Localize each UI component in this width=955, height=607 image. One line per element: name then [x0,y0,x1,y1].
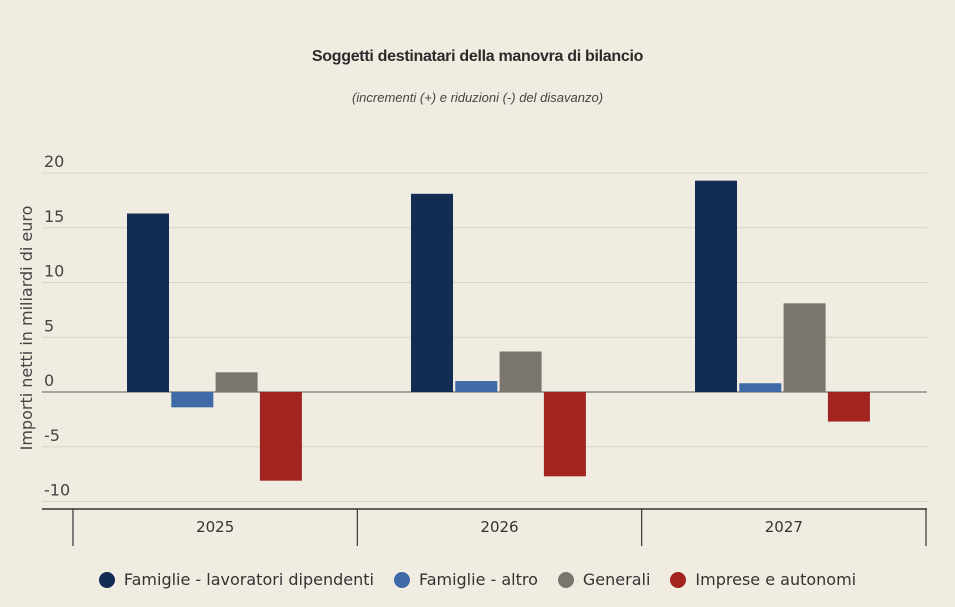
legend-label: Generali [582,570,651,589]
bar [739,383,782,392]
bar [455,381,498,392]
legend-marker [557,571,574,588]
bar [411,193,453,392]
x-axis: 2025 2026 2027 [42,508,927,546]
bar [499,351,542,392]
y-tick-label: 10 [44,262,64,281]
legend: Famiglie - lavoratori dipendenti Famiglie… [0,570,955,589]
x-tick-label: 2027 [765,518,803,536]
y-tick-label: 20 [44,152,64,171]
y-tick-label: -5 [44,426,60,445]
bar [259,392,302,481]
chart-subtitle: (incrementi (+) e riduzioni (-) del disa… [351,90,604,105]
chart-title: Soggetti destinatari della manovra di bi… [311,48,644,65]
legend-item: Famiglie - lavoratori dipendenti [98,570,374,589]
bar-chart: 2025 2026 2027 20 15 10 5 0 -5 -10 Importi netti… [17,152,927,546]
x-tick-label: 2026 [480,518,518,536]
x-tick-label: 2025 [196,518,234,536]
y-axis: 20 15 10 5 0 -5 -10 [44,152,70,500]
legend-label: Imprese e autonomi [695,570,857,589]
bar [783,303,826,392]
y-tick-label: 15 [44,207,64,226]
legend-label: Famiglie - altro [418,570,538,589]
legend-item: Generali [557,570,651,589]
bars [127,180,870,481]
grid-lines [42,172,927,502]
bar [695,180,737,392]
bar [827,392,870,422]
y-tick-label: 0 [44,371,54,390]
legend-marker [670,571,687,588]
bar [127,213,169,392]
bar [543,392,586,477]
y-tick-label: -10 [44,481,70,500]
y-axis-label: Importi netti in miliardi di euro [17,206,36,451]
y-tick-label: 5 [44,316,54,335]
legend-marker [98,571,115,588]
legend-label: Famiglie - lavoratori dipendenti [123,570,374,589]
bar [171,392,214,408]
legend-item: Imprese e autonomi [670,570,856,589]
legend-marker [393,571,410,588]
legend-item: Famiglie - altro [393,570,538,589]
bar [215,372,258,392]
